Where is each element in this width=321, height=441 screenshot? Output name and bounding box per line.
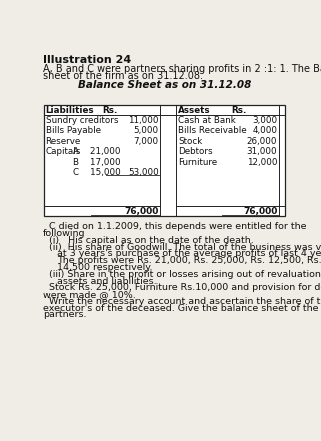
Text: Illustration 24: Illustration 24 [43,55,132,65]
Text: C    15,000: C 15,000 [74,168,121,177]
Text: assets and liabilities.: assets and liabilities. [57,277,157,285]
Text: 76,000: 76,000 [124,207,159,216]
Text: (i)   His capital as on the date of the death.: (i) His capital as on the date of the de… [49,236,254,245]
Text: Assets: Assets [178,106,211,115]
Text: Bills Receivable: Bills Receivable [178,127,247,135]
Text: 14,500 respectively.: 14,500 respectively. [57,263,153,272]
Text: (ii)  His share of Goodwill. The total of the business was valued: (ii) His share of Goodwill. The total of… [49,243,321,252]
Text: 26,000: 26,000 [247,137,277,146]
Text: Capitals: Capitals [46,147,81,156]
Text: 7,000: 7,000 [134,137,159,146]
Text: 3,000: 3,000 [252,116,277,125]
Text: Rs.: Rs. [231,106,247,115]
Text: were made @ 10%.: were made @ 10%. [43,290,136,299]
Text: 5,000: 5,000 [134,127,159,135]
Text: at 3 years's purchase of the average profits of last 4 years.: at 3 years's purchase of the average pro… [57,250,321,258]
Text: 4,000: 4,000 [252,127,277,135]
Text: C died on 1.1.2009, this depends were entitled for the: C died on 1.1.2009, this depends were en… [49,222,307,232]
Text: B    17,000: B 17,000 [74,157,121,167]
Text: Stock: Stock [178,137,202,146]
Text: A, B and C were partners sharing profits in 2 :1: 1. The Balance: A, B and C were partners sharing profits… [43,64,321,75]
Text: Write the necessary account and ascertain the share of the: Write the necessary account and ascertai… [49,297,321,306]
Text: The profits were Rs. 21,000, Rs. 25,000, Rs. 12,500, Rs.: The profits were Rs. 21,000, Rs. 25,000,… [57,256,321,265]
Text: sheet of the firm as on 31.12.08.: sheet of the firm as on 31.12.08. [43,71,203,82]
Text: Bills Payable: Bills Payable [46,127,100,135]
Text: Sundry creditors: Sundry creditors [46,116,118,125]
Text: Reserve: Reserve [46,137,81,146]
Text: 76,000: 76,000 [243,207,277,216]
Text: following: following [43,229,86,238]
Text: Debtors: Debtors [178,147,213,156]
Text: Liabilities: Liabilities [46,106,94,115]
Text: partners.: partners. [43,310,87,319]
Text: executor's of the deceased. Give the balance sheet of the remaining: executor's of the deceased. Give the bal… [43,304,321,313]
Text: Balance Sheet as on 31.12.08: Balance Sheet as on 31.12.08 [78,80,252,90]
Text: Stock Rs. 25,000, Furniture Rs.10,000 and provision for debtors: Stock Rs. 25,000, Furniture Rs.10,000 an… [49,283,321,292]
Text: 12,000: 12,000 [247,157,277,167]
Text: 31,000: 31,000 [247,147,277,156]
Text: 53,000: 53,000 [128,168,159,177]
Bar [44,105,285,216]
Text: 11,000: 11,000 [128,116,159,125]
Text: Cash at Bank: Cash at Bank [178,116,236,125]
Text: A    21,000: A 21,000 [74,147,121,156]
Text: Rs.: Rs. [102,106,117,115]
Text: (iii) Share in the profit or losses arising out of revaluation of: (iii) Share in the profit or losses aris… [49,270,321,279]
Text: Furniture: Furniture [178,157,217,167]
